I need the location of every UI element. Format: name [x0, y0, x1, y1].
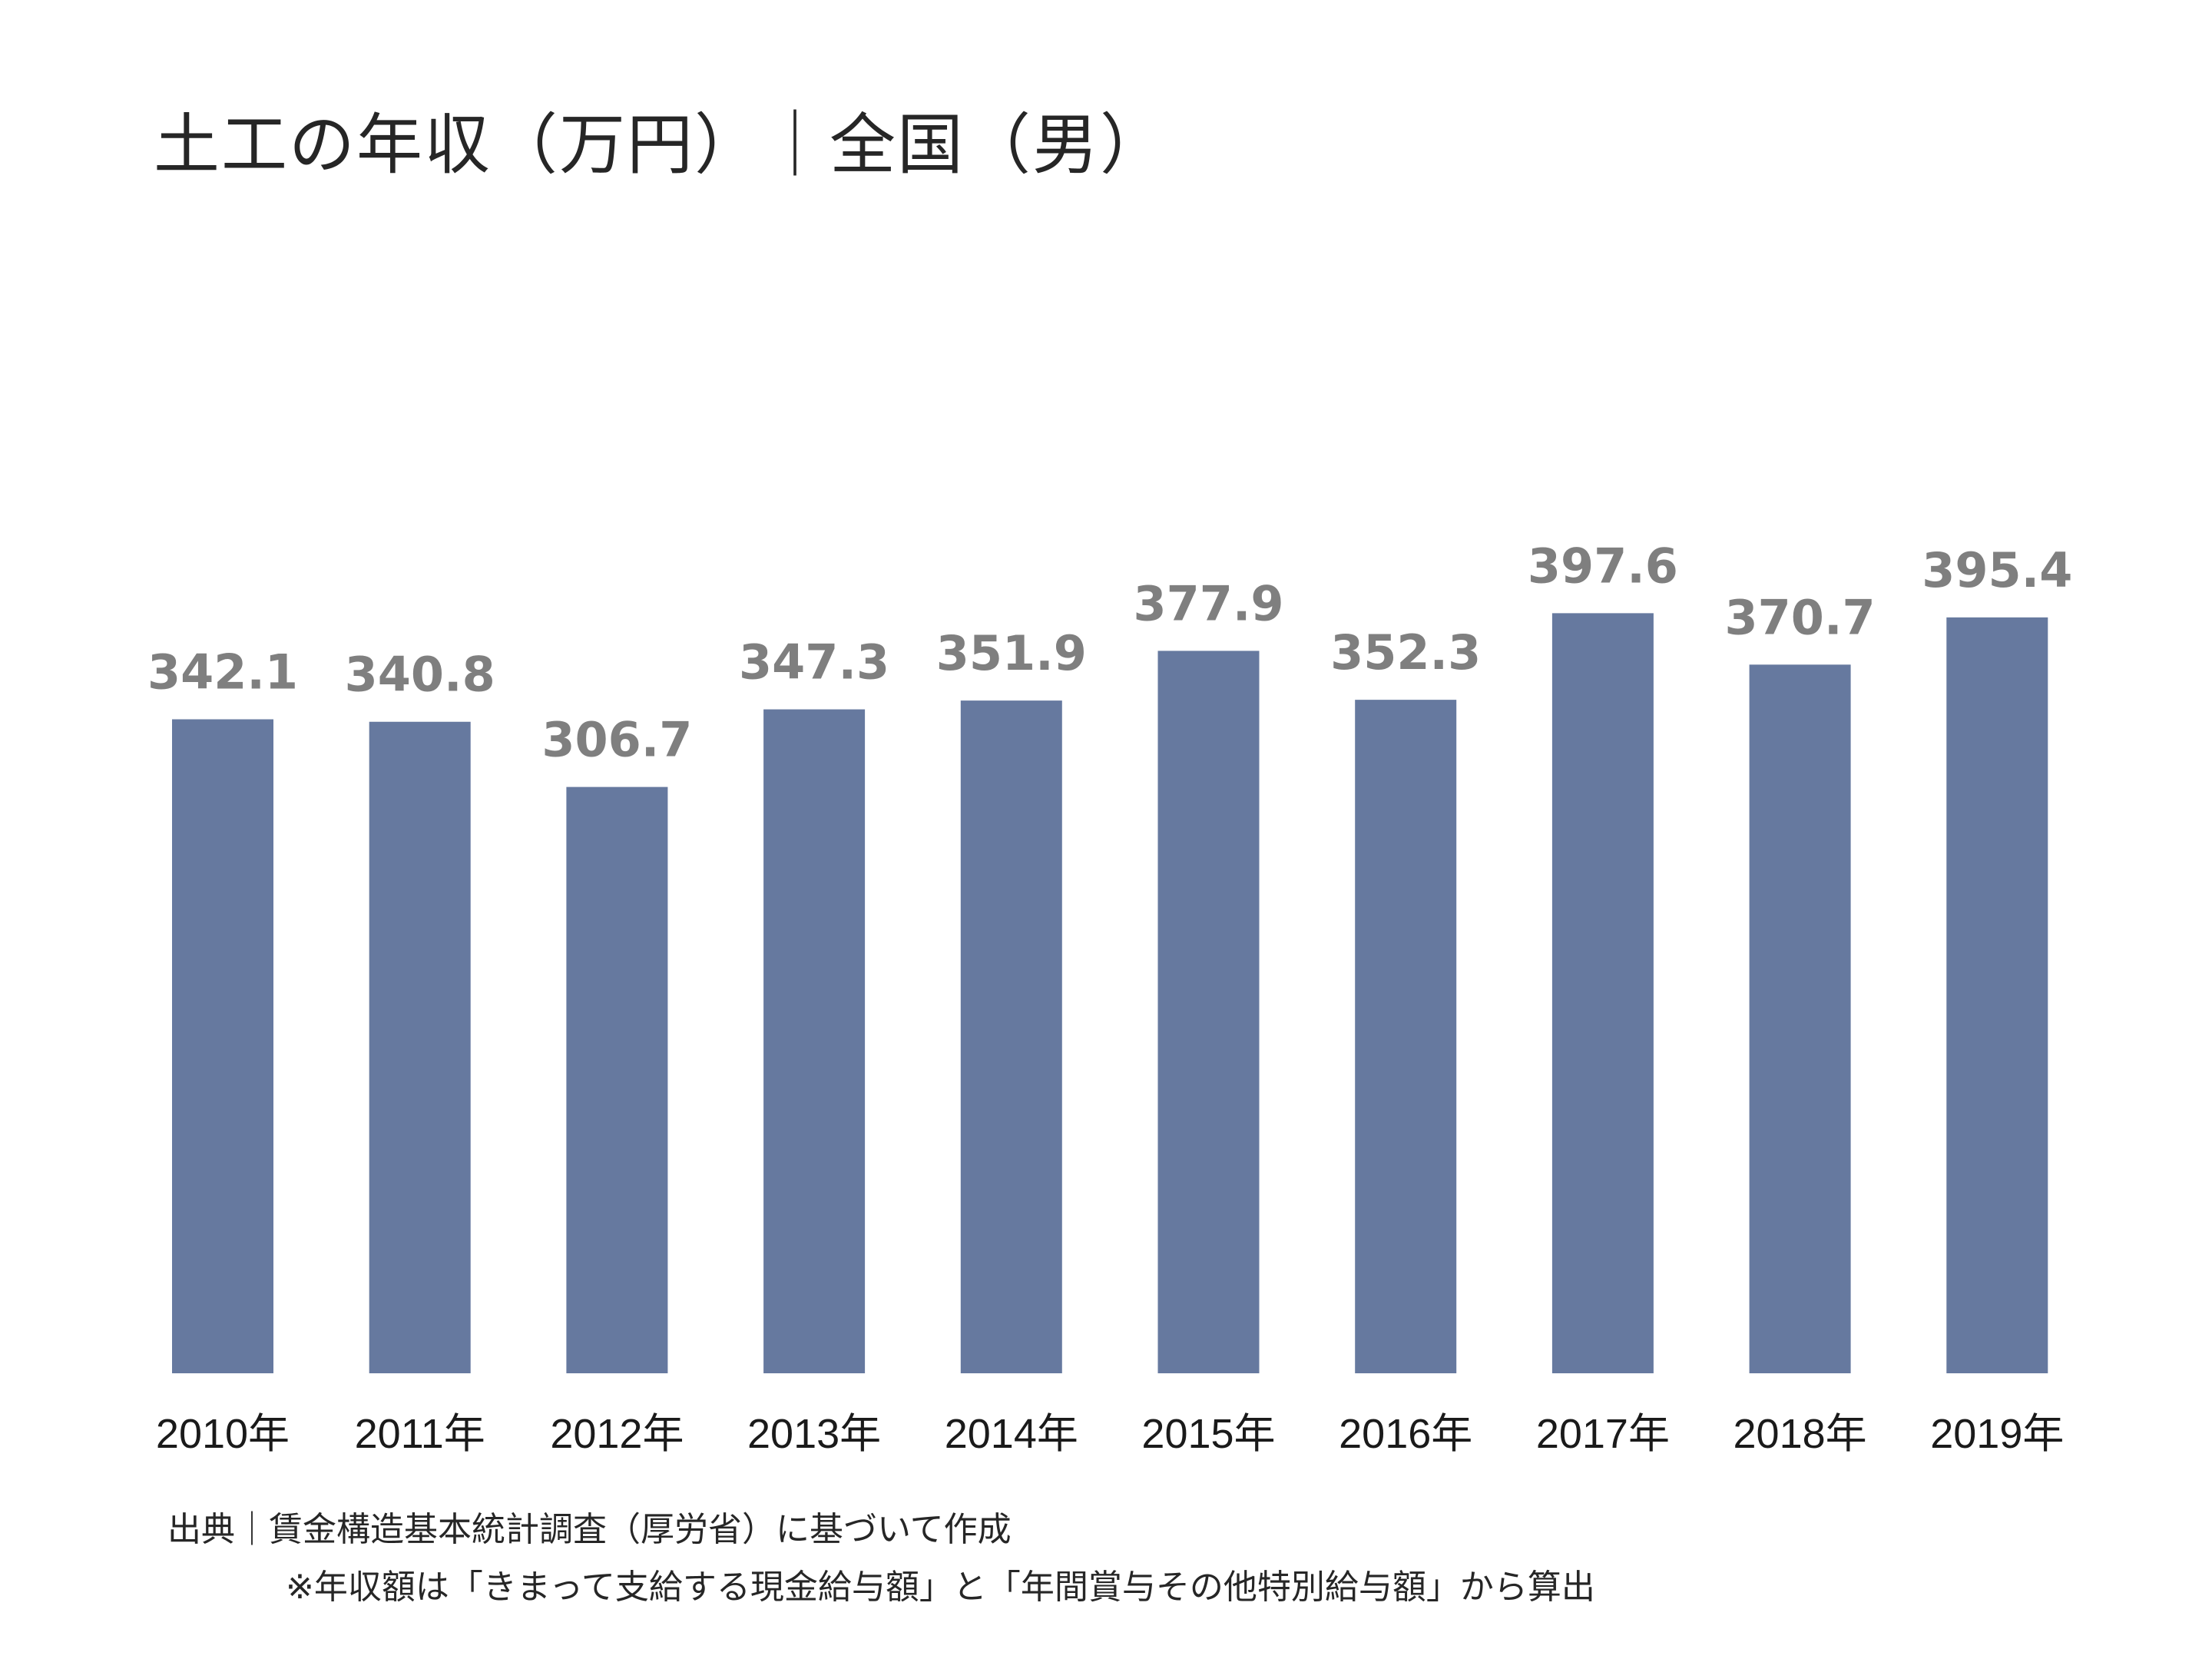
category-label: 2012年 [550, 1411, 684, 1457]
category-label: 2017年 [1536, 1411, 1670, 1457]
category-label: 2019年 [1930, 1411, 2064, 1457]
bars-group [172, 613, 2048, 1373]
bar-2014年 [960, 700, 1062, 1373]
calculation-note: ※年収額は「きまって支給する現金給与額」と「年間賞与その他特別給与額」から算出 [286, 1568, 1595, 1607]
category-label: 2010年 [156, 1411, 290, 1457]
bar-2010年 [172, 719, 273, 1373]
value-label: 397.6 [1528, 538, 1678, 594]
category-label: 2015年 [1141, 1411, 1275, 1457]
value-label: 347.3 [739, 634, 889, 690]
value-label: 395.4 [1922, 542, 2072, 598]
bar-2016年 [1355, 700, 1457, 1373]
bar-2011年 [369, 721, 471, 1373]
bar-2017年 [1551, 613, 1654, 1373]
value-label: 352.3 [1330, 624, 1481, 680]
value-label: 306.7 [541, 712, 692, 768]
category-label: 2018年 [1734, 1411, 1867, 1457]
value-labels-group: 342.1 340.8 306.7 347.3 351.9 377.9 352.3 397.6… [147, 538, 2072, 767]
bar-2015年 [1157, 651, 1260, 1373]
category-label: 2014年 [945, 1411, 1078, 1457]
value-label: 340.8 [345, 647, 495, 703]
bar-2013年 [763, 709, 866, 1373]
chart-title: 土工の年収（万円）｜全国（男） [154, 107, 1167, 184]
category-label: 2011年 [355, 1411, 485, 1457]
value-label: 351.9 [936, 625, 1087, 681]
bar-2018年 [1749, 664, 1851, 1373]
category-label: 2016年 [1339, 1411, 1472, 1457]
value-label: 377.9 [1133, 575, 1283, 631]
bar-2012年 [566, 786, 668, 1373]
category-labels-group: 2010年 2011年 2012年 2013年 2014年 2015年 2016年 2017年… [156, 1411, 2064, 1457]
source-note: 出典｜賃金構造基本統計調査（厚労省）に基づいて作成 [167, 1510, 1012, 1549]
category-label: 2013年 [747, 1411, 881, 1457]
value-label: 370.7 [1725, 589, 1876, 645]
value-label: 342.1 [147, 644, 298, 700]
bar-2019年 [1946, 617, 2048, 1373]
